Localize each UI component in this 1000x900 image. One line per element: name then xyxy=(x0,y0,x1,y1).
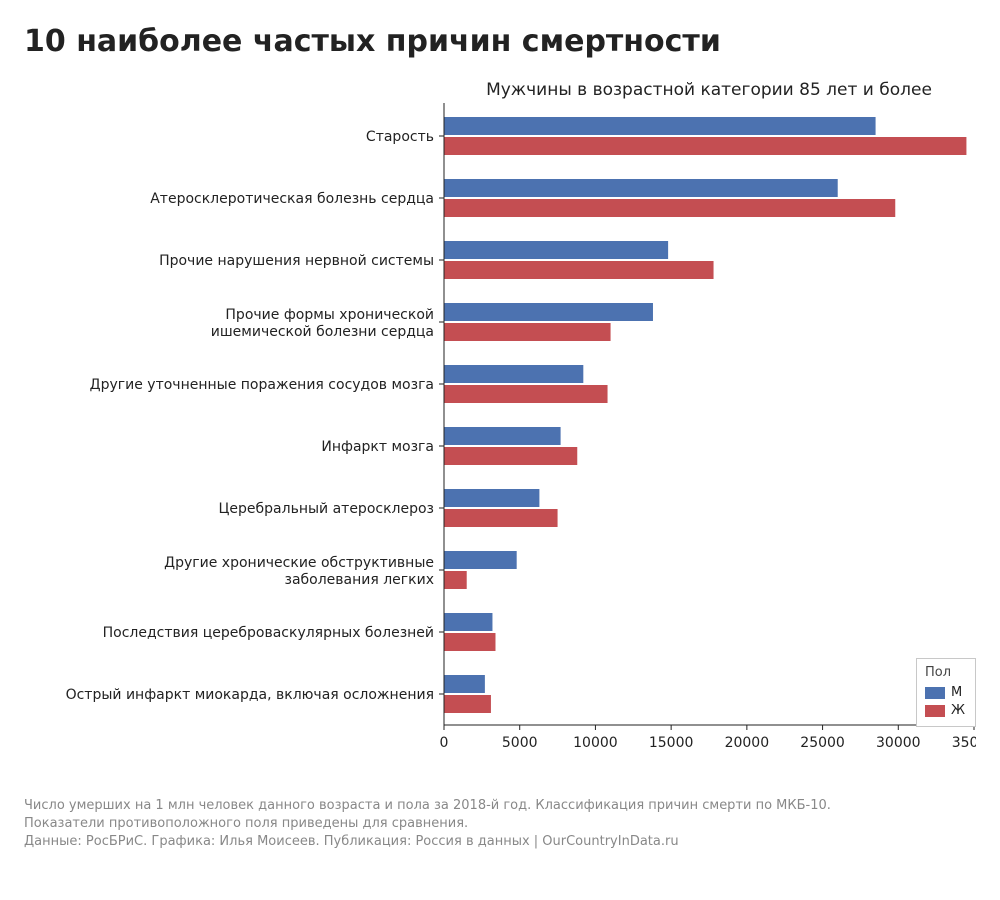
bar-f xyxy=(444,323,611,341)
bar-m xyxy=(444,117,876,135)
footer-line-3: Данные: РосБРиС. Графика: Илья Моисеев. … xyxy=(24,833,976,851)
x-tick-label: 0 xyxy=(440,735,449,751)
y-label: Церебральный атеросклероз xyxy=(219,501,434,517)
y-label: Инфаркт мозга xyxy=(321,439,434,455)
y-label: Другие уточненные поражения сосудов мозг… xyxy=(90,377,434,393)
y-label: заболевания легких xyxy=(285,572,435,588)
x-tick-label: 30000 xyxy=(876,735,921,751)
bar-m xyxy=(444,551,517,569)
x-tick-label: 5000 xyxy=(502,735,538,751)
y-label: Последствия цереброваскулярных болезней xyxy=(103,625,434,641)
legend-label-m: М xyxy=(951,684,962,702)
x-tick-label: 35000 xyxy=(952,735,976,751)
legend-item-f: Ж xyxy=(925,702,965,720)
bar-m xyxy=(444,179,838,197)
footer-line-2: Показатели противоположного поля приведе… xyxy=(24,815,976,833)
bar-f xyxy=(444,509,558,527)
chart-container: Мужчины в возрастной категории 85 лет и … xyxy=(24,77,976,767)
bar-f xyxy=(444,385,608,403)
bar-m xyxy=(444,675,485,693)
footer-line-1: Число умерших на 1 млн человек данного в… xyxy=(24,797,976,815)
legend-label-f: Ж xyxy=(951,702,965,720)
bar-m xyxy=(444,365,583,383)
legend-title: Пол xyxy=(925,665,965,680)
bar-m xyxy=(444,613,492,631)
bar-f xyxy=(444,571,467,589)
y-label: Другие хронические обструктивные xyxy=(164,555,434,571)
bar-f xyxy=(444,199,895,217)
bar-m xyxy=(444,241,668,259)
y-label: Прочие формы хронической xyxy=(225,307,434,323)
page-title: 10 наиболее частых причин смертности xyxy=(24,24,976,59)
bar-f xyxy=(444,447,577,465)
x-tick-label: 20000 xyxy=(725,735,770,751)
x-tick-label: 10000 xyxy=(573,735,618,751)
legend-item-m: М xyxy=(925,684,965,702)
x-tick-label: 15000 xyxy=(649,735,694,751)
y-label: Старость xyxy=(366,129,434,145)
y-label: Атеросклеротическая болезнь сердца xyxy=(150,191,434,207)
x-tick-label: 25000 xyxy=(800,735,845,751)
bar-f xyxy=(444,695,491,713)
y-label: Острый инфаркт миокарда, включая осложне… xyxy=(66,687,434,703)
footer-notes: Число умерших на 1 млн человек данного в… xyxy=(24,797,976,852)
legend: Пол М Ж xyxy=(916,658,976,727)
y-label: ишемической болезни сердца xyxy=(211,324,434,340)
bar-f xyxy=(444,261,714,279)
bar-m xyxy=(444,427,561,445)
bar-chart: Мужчины в возрастной категории 85 лет и … xyxy=(24,77,976,767)
bar-m xyxy=(444,489,539,507)
chart-subtitle: Мужчины в возрастной категории 85 лет и … xyxy=(486,80,932,100)
legend-swatch-m xyxy=(925,687,945,699)
bar-f xyxy=(444,633,495,651)
bar-m xyxy=(444,303,653,321)
bar-f xyxy=(444,137,966,155)
legend-swatch-f xyxy=(925,705,945,717)
y-label: Прочие нарушения нервной системы xyxy=(159,253,434,269)
